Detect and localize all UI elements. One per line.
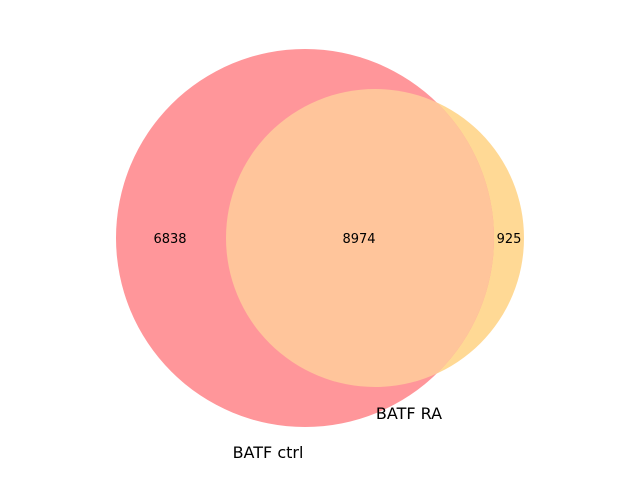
set-label-batf-ctrl: BATF ctrl [233,443,304,462]
set-overlap-region [226,89,494,387]
region-count-only-batf-ctrl: 6838 [153,232,186,247]
region-count-intersection: 8974 [342,232,375,247]
set-label-batf-ra: BATF RA [376,404,442,423]
region-count-only-batf-ra: 925 [497,232,522,247]
